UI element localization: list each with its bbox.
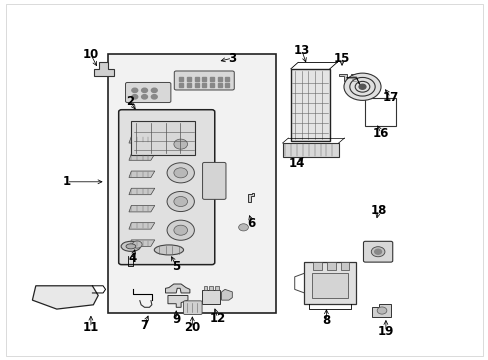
FancyBboxPatch shape bbox=[363, 241, 392, 262]
Circle shape bbox=[151, 95, 157, 99]
Circle shape bbox=[358, 84, 365, 89]
Bar bbox=[365, 98, 395, 126]
Bar bbox=[201, 290, 220, 305]
Bar bbox=[108, 54, 276, 313]
Ellipse shape bbox=[126, 244, 136, 249]
Text: 13: 13 bbox=[293, 44, 309, 57]
Polygon shape bbox=[371, 304, 390, 317]
Text: 9: 9 bbox=[172, 313, 180, 327]
Circle shape bbox=[238, 224, 248, 231]
FancyBboxPatch shape bbox=[119, 110, 214, 265]
Text: 11: 11 bbox=[82, 321, 99, 334]
Circle shape bbox=[174, 225, 187, 235]
Polygon shape bbox=[338, 74, 346, 81]
Circle shape bbox=[343, 73, 380, 100]
Circle shape bbox=[142, 95, 147, 99]
Text: 8: 8 bbox=[322, 314, 330, 327]
Text: 3: 3 bbox=[228, 51, 236, 64]
Text: 18: 18 bbox=[369, 204, 386, 217]
Circle shape bbox=[174, 168, 187, 178]
Polygon shape bbox=[167, 296, 187, 307]
Circle shape bbox=[142, 88, 147, 93]
Bar bbox=[131, 121, 194, 155]
Circle shape bbox=[174, 139, 187, 149]
Circle shape bbox=[132, 241, 142, 248]
Text: 7: 7 bbox=[140, 319, 148, 332]
Circle shape bbox=[132, 88, 138, 93]
Polygon shape bbox=[32, 286, 98, 309]
Circle shape bbox=[374, 249, 381, 254]
Circle shape bbox=[167, 163, 194, 183]
Circle shape bbox=[167, 134, 194, 154]
Circle shape bbox=[370, 247, 384, 257]
Bar bbox=[209, 286, 213, 290]
Bar bbox=[290, 69, 329, 140]
Circle shape bbox=[151, 88, 157, 93]
Bar bbox=[311, 273, 347, 298]
Text: 6: 6 bbox=[247, 216, 255, 230]
Polygon shape bbox=[165, 284, 189, 293]
Ellipse shape bbox=[154, 245, 183, 255]
Polygon shape bbox=[221, 289, 232, 300]
Text: 14: 14 bbox=[288, 157, 305, 170]
Circle shape bbox=[167, 192, 194, 212]
Text: 2: 2 bbox=[125, 95, 134, 108]
Bar bbox=[203, 286, 207, 290]
Text: 12: 12 bbox=[209, 311, 225, 325]
Polygon shape bbox=[129, 136, 155, 143]
Ellipse shape bbox=[121, 241, 141, 251]
Polygon shape bbox=[129, 171, 155, 177]
Polygon shape bbox=[129, 223, 155, 229]
Circle shape bbox=[132, 95, 138, 99]
Polygon shape bbox=[248, 193, 254, 202]
Polygon shape bbox=[129, 188, 155, 195]
Polygon shape bbox=[94, 62, 114, 76]
Bar bbox=[282, 143, 338, 157]
Text: 10: 10 bbox=[82, 48, 99, 61]
Bar bbox=[313, 262, 322, 270]
Text: 19: 19 bbox=[377, 325, 393, 338]
Bar bbox=[326, 262, 335, 270]
Bar bbox=[304, 262, 355, 304]
FancyBboxPatch shape bbox=[183, 301, 202, 315]
Polygon shape bbox=[350, 74, 356, 83]
Bar bbox=[340, 262, 348, 270]
Text: 20: 20 bbox=[184, 321, 200, 334]
Polygon shape bbox=[129, 154, 155, 160]
Text: 17: 17 bbox=[382, 91, 398, 104]
Text: 15: 15 bbox=[333, 51, 349, 64]
Text: 16: 16 bbox=[372, 127, 388, 140]
Polygon shape bbox=[129, 206, 155, 212]
Circle shape bbox=[376, 307, 386, 314]
Text: 5: 5 bbox=[172, 260, 180, 273]
Text: 1: 1 bbox=[62, 175, 70, 188]
Bar bbox=[215, 286, 219, 290]
FancyBboxPatch shape bbox=[202, 162, 225, 199]
FancyBboxPatch shape bbox=[174, 71, 234, 90]
Circle shape bbox=[167, 220, 194, 240]
Polygon shape bbox=[129, 240, 155, 246]
Text: 4: 4 bbox=[128, 252, 136, 265]
FancyBboxPatch shape bbox=[125, 82, 170, 103]
Circle shape bbox=[174, 197, 187, 207]
